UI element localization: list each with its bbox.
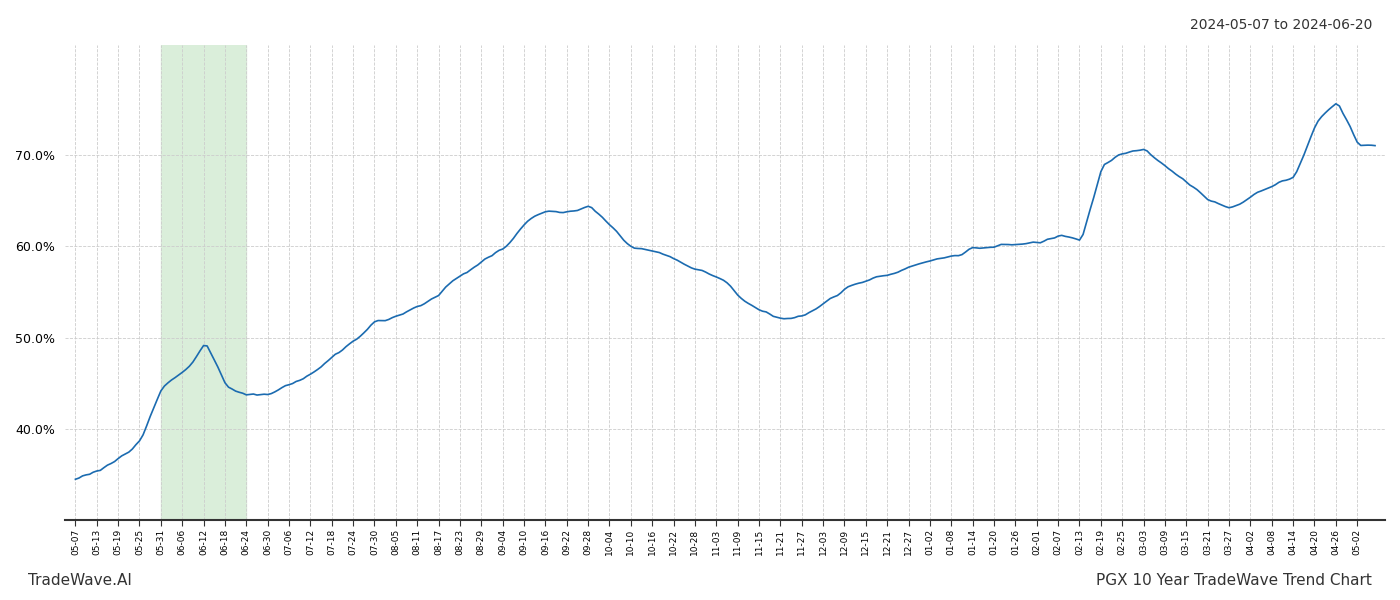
Text: TradeWave.AI: TradeWave.AI <box>28 573 132 588</box>
Text: PGX 10 Year TradeWave Trend Chart: PGX 10 Year TradeWave Trend Chart <box>1096 573 1372 588</box>
Bar <box>161 45 246 520</box>
Text: 2024-05-07 to 2024-06-20: 2024-05-07 to 2024-06-20 <box>1190 18 1372 32</box>
